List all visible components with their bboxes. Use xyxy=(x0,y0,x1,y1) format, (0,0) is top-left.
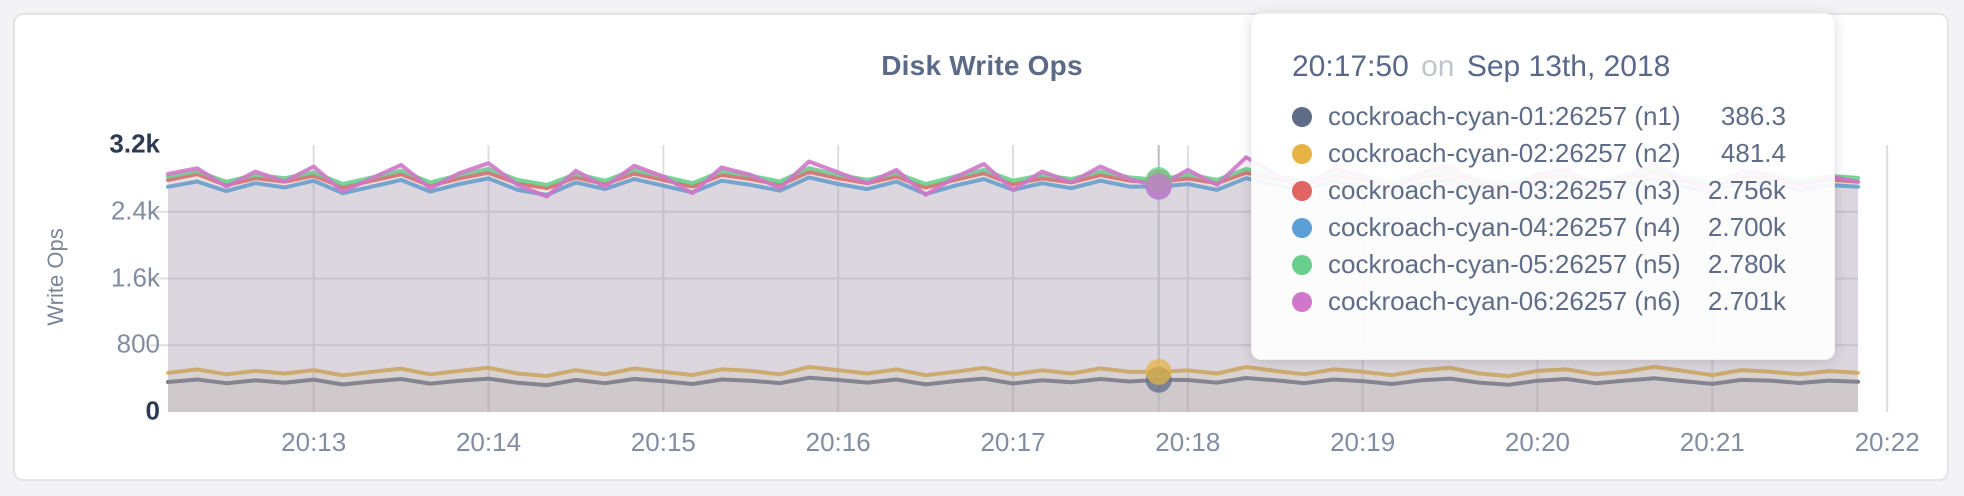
series-name: cockroach-cyan-06:26257 (n6) xyxy=(1328,286,1681,316)
y-tick-label: 0 xyxy=(145,395,160,426)
chart-title: Disk Write Ops xyxy=(881,50,1083,81)
y-tick-label: 800 xyxy=(116,328,160,359)
tooltip-time: 20:17:50 xyxy=(1292,50,1409,83)
hover-dot-n2 xyxy=(1145,358,1172,385)
tooltip-row: cockroach-cyan-03:26257 (n3) 2.756k xyxy=(1292,172,1786,209)
series-name: cockroach-cyan-01:26257 (n1) xyxy=(1328,101,1681,131)
tooltip-rows: cockroach-cyan-01:26257 (n1) 386.3 cockroa… xyxy=(1292,98,1786,320)
x-tick-label: 20:17 xyxy=(980,427,1046,457)
series-area-n2 xyxy=(168,366,1858,412)
hover-tooltip: 20:17:50 on Sep 13th, 2018 cockroach-cya… xyxy=(1251,13,1835,360)
x-tick-label: 20:14 xyxy=(455,427,522,457)
series-value: 2.780k xyxy=(1707,249,1786,279)
series-line-n2 xyxy=(166,364,1860,378)
x-tick-label: 20:22 xyxy=(1854,427,1920,457)
x-tick-label: 20:21 xyxy=(1679,427,1745,457)
series-name: cockroach-cyan-04:26257 (n4) xyxy=(1328,212,1681,242)
series-value: 386.3 xyxy=(1720,101,1786,131)
tooltip-row: cockroach-cyan-05:26257 (n5) 2.780k xyxy=(1292,246,1786,283)
y-tick-label: 3.2k xyxy=(109,128,160,159)
x-tick-label: 20:13 xyxy=(281,427,347,457)
series-color-dot-icon xyxy=(1292,180,1312,201)
x-tick-label: 20:20 xyxy=(1504,427,1571,457)
series-value: 2.700k xyxy=(1707,212,1786,242)
tooltip-row: cockroach-cyan-06:26257 (n6) 2.701k xyxy=(1292,283,1786,320)
tooltip-row: cockroach-cyan-01:26257 (n1) 386.3 xyxy=(1292,98,1786,135)
series-color-dot-icon xyxy=(1292,143,1312,164)
tooltip-row: cockroach-cyan-04:26257 (n4) 2.700k xyxy=(1292,209,1786,246)
series-color-dot-icon xyxy=(1292,254,1312,275)
series-value: 2.756k xyxy=(1707,175,1786,205)
series-name: cockroach-cyan-02:26257 (n2) xyxy=(1328,138,1681,168)
y-tick-label: 2.4k xyxy=(110,195,160,226)
series-area-n1 xyxy=(168,377,1858,412)
y-tick-label: 1.6k xyxy=(110,261,160,292)
x-tick-label: 20:19 xyxy=(1330,427,1396,457)
series-color-dot-icon xyxy=(1292,106,1312,127)
x-tick-label: 20:15 xyxy=(630,427,696,457)
tooltip-separator: on xyxy=(1421,50,1455,83)
tooltip-header: 20:17:50 on Sep 13th, 2018 xyxy=(1292,50,1786,84)
tooltip-date: Sep 13th, 2018 xyxy=(1466,50,1671,83)
series-name: cockroach-cyan-03:26257 (n3) xyxy=(1328,175,1681,205)
series-color-dot-icon xyxy=(1292,291,1312,312)
series-color-dot-icon xyxy=(1292,217,1312,238)
series-value: 481.4 xyxy=(1720,138,1786,168)
series-value: 2.701k xyxy=(1707,286,1786,316)
x-tick-label: 20:16 xyxy=(805,427,871,457)
series-name: cockroach-cyan-05:26257 (n5) xyxy=(1328,249,1681,279)
series-line-n1 xyxy=(166,375,1860,388)
tooltip-row: cockroach-cyan-02:26257 (n2) 481.4 xyxy=(1292,135,1786,172)
x-tick-label: 20:18 xyxy=(1155,427,1221,457)
hover-dot-n6 xyxy=(1145,173,1172,200)
